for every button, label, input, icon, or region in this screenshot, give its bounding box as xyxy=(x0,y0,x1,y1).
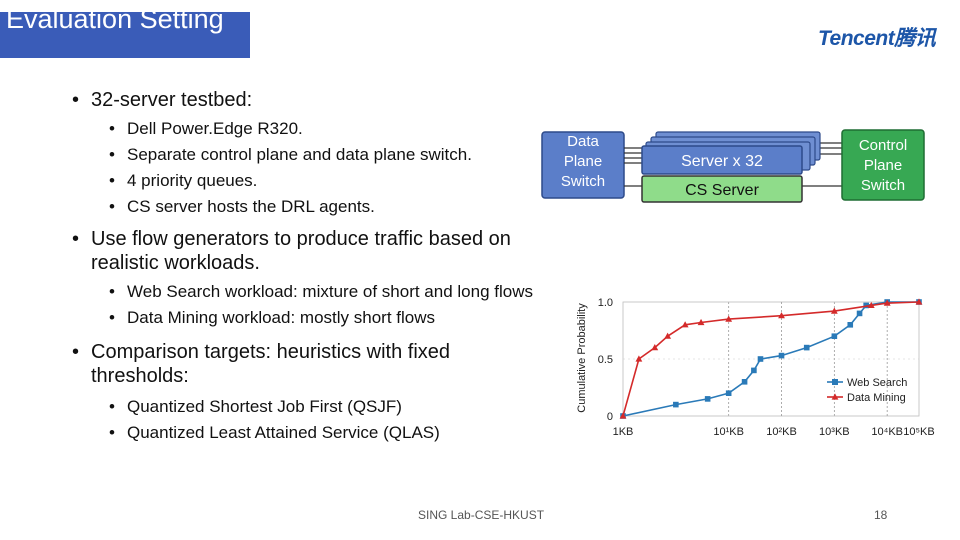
data-point xyxy=(757,356,764,362)
data-plane-switch: Data Plane Switch xyxy=(541,131,625,199)
data-point xyxy=(915,298,923,305)
data-point xyxy=(741,379,748,385)
sub-bullet: CS server hosts the DRL agents. xyxy=(109,196,572,217)
sub-bullet: Quantized Shortest Job First (QSJF) xyxy=(109,396,572,417)
data-point xyxy=(803,344,810,351)
data-point xyxy=(651,344,659,351)
page-number: 18 xyxy=(874,508,888,522)
footer-text: SING Lab-CSE-HKUST xyxy=(418,508,545,522)
ticks: 1KB 10¹KB 10²KB 10³KB 10⁴KB 10⁵KB 0 0.5 1.0 xyxy=(598,297,935,438)
data-point xyxy=(830,307,838,314)
server-stack: Server x 32 xyxy=(641,131,821,175)
data-point xyxy=(847,322,854,328)
sub-bullet: Web Search workload: mixture of short an… xyxy=(109,281,549,302)
series xyxy=(619,298,923,419)
data-point xyxy=(725,315,733,322)
data-point xyxy=(697,318,705,326)
x-tick-label: 10⁵KB xyxy=(903,426,934,438)
data-point xyxy=(856,310,863,317)
y-tick-label: 1.0 xyxy=(598,297,613,309)
control-plane-switch: Control Plane Switch xyxy=(841,129,925,201)
switch-label: Switch xyxy=(561,173,605,190)
x-tick-label: 10¹KB xyxy=(713,426,744,438)
cs-server: CS Server xyxy=(641,175,803,203)
testbed-diagram: Data Plane Switch Server x 32 CS Server … xyxy=(541,129,925,203)
bullet-list: 32-server testbed: Dell Power.Edge R320.… xyxy=(72,88,572,443)
x-tick-label: 10³KB xyxy=(819,426,850,438)
data-point xyxy=(664,332,672,339)
sub-bullet: Data Mining workload: mostly short flows xyxy=(109,307,549,328)
data-point xyxy=(778,352,785,359)
grid xyxy=(622,301,920,417)
x-tick-label: 10⁴KB xyxy=(871,426,903,438)
data-point xyxy=(635,355,643,362)
switch-label: Plane xyxy=(564,153,602,170)
bullet-comparison: Comparison targets: heuristics with fixe… xyxy=(72,340,531,388)
legend-label: Data Mining xyxy=(847,392,906,404)
legend: Web Search Data Mining xyxy=(827,377,907,404)
legend-label: Web Search xyxy=(847,377,907,389)
data-point xyxy=(619,412,627,419)
switch-label: Control xyxy=(859,137,907,154)
x-tick-label: 10²KB xyxy=(766,426,797,438)
switch-label: Switch xyxy=(861,177,905,194)
y-axis-label: Cumulative Probability xyxy=(576,303,588,413)
data-point xyxy=(751,367,757,374)
data-point xyxy=(704,396,711,402)
cdf-chart: Cumulative Probability 1KB 10¹KB 10²KB 10³K… xyxy=(576,297,935,438)
sub-bullet: Separate control plane and data plane sw… xyxy=(109,144,572,165)
data-point xyxy=(778,312,785,319)
data-point xyxy=(867,301,875,309)
cs-server-label: CS Server xyxy=(685,182,759,199)
data-point xyxy=(725,390,732,396)
tencent-logo: Tencent腾讯 xyxy=(818,27,936,50)
switch-label: Data xyxy=(567,133,599,150)
slide-title: Evaluation Setting xyxy=(6,12,224,34)
data-point xyxy=(673,401,679,408)
x-tick-label: 1KB xyxy=(613,426,634,438)
sub-bullet: Quantized Least Attained Service (QLAS) xyxy=(109,422,572,443)
y-tick-label: 0 xyxy=(607,411,613,423)
servers-label: Server x 32 xyxy=(681,153,763,170)
y-tick-label: 0.5 xyxy=(598,354,613,366)
data-point xyxy=(831,333,838,339)
bullet-testbed: 32-server testbed: xyxy=(72,88,572,112)
title-bar: Evaluation Setting xyxy=(0,12,250,58)
bullet-flow-generators: Use flow generators to produce traffic b… xyxy=(72,227,572,275)
sub-bullet: 4 priority queues. xyxy=(109,170,572,191)
sub-bullet: Dell Power.Edge R320. xyxy=(109,118,572,139)
data-point xyxy=(681,321,689,328)
data-point xyxy=(883,299,891,306)
legend-marker xyxy=(832,379,838,385)
legend-marker xyxy=(831,393,839,400)
switch-label: Plane xyxy=(864,157,902,174)
